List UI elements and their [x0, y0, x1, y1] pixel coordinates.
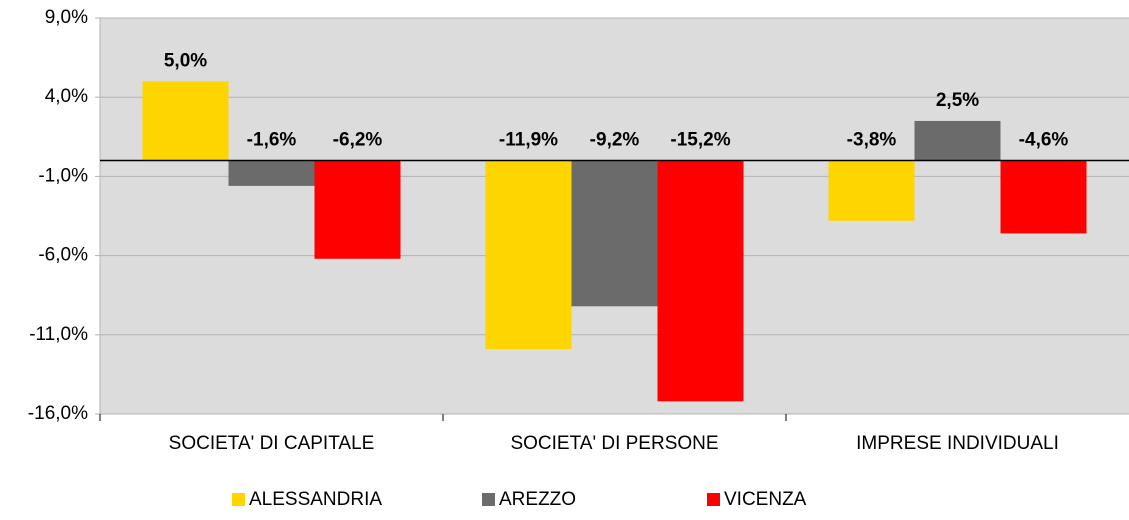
legend-label: VICENZA	[724, 489, 807, 510]
bar	[485, 160, 572, 350]
bar	[142, 81, 229, 161]
legend-label: ALESSANDRIA	[249, 489, 382, 510]
legend-swatch	[482, 493, 495, 506]
bar	[828, 160, 915, 221]
value-label: -4,6%	[1019, 130, 1069, 151]
bar	[571, 160, 658, 307]
y-tick-label: -1,0%	[38, 165, 88, 186]
legend-swatch	[232, 493, 245, 506]
y-tick-label: 9,0%	[45, 7, 88, 28]
value-label: -1,6%	[247, 130, 297, 151]
value-label: -6,2%	[333, 130, 383, 151]
x-tick-label: SOCIETA' DI CAPITALE	[169, 433, 375, 454]
bar	[314, 160, 401, 259]
value-label: -15,2%	[670, 130, 730, 151]
y-tick-label: -6,0%	[38, 245, 88, 266]
y-tick-label: -16,0%	[28, 403, 88, 424]
legend-swatch	[707, 493, 720, 506]
value-label: 2,5%	[936, 90, 979, 111]
y-tick-label: 4,0%	[45, 86, 88, 107]
bar	[914, 120, 1001, 161]
value-label: -3,8%	[847, 130, 897, 151]
bar	[657, 160, 744, 402]
value-label: -11,9%	[499, 130, 558, 151]
legend-label: AREZZO	[499, 489, 576, 510]
bar	[1000, 160, 1087, 234]
bar	[228, 160, 315, 186]
x-tick-label: SOCIETA' DI PERSONE	[510, 433, 718, 454]
y-tick-label: -11,0%	[29, 324, 88, 345]
value-label: 5,0%	[164, 50, 207, 71]
value-label: -9,2%	[590, 130, 640, 151]
x-tick-label: IMPRESE INDIVIDUALI	[856, 433, 1059, 454]
